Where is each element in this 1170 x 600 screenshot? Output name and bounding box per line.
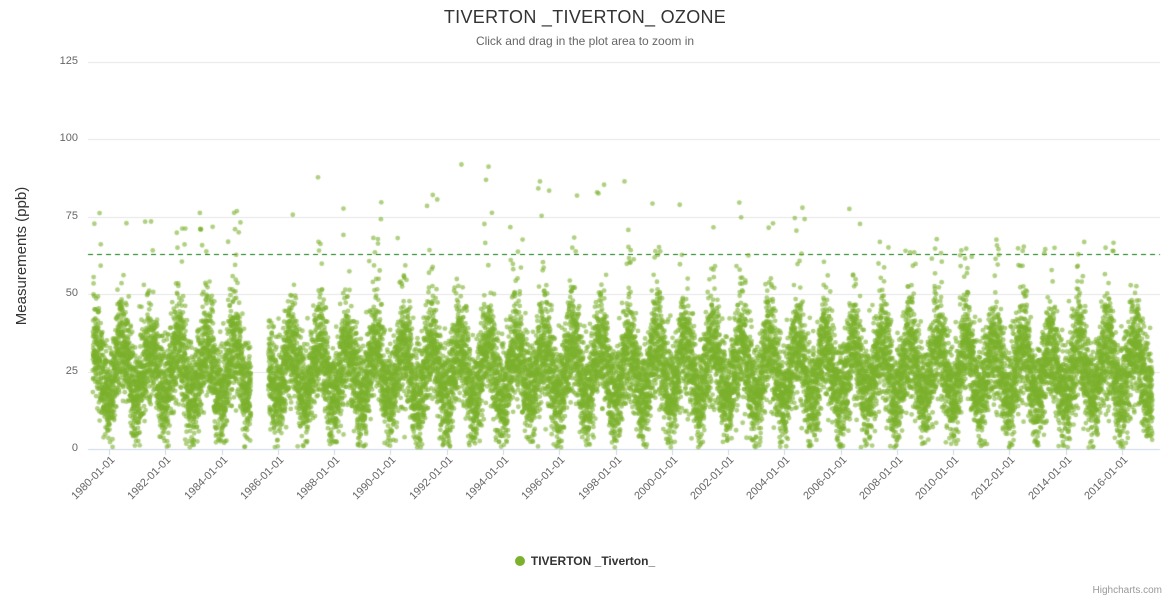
- chart-subtitle: Click and drag in the plot area to zoom …: [475, 34, 695, 48]
- highcharts-credits[interactable]: Highcharts.com: [1092, 585, 1162, 596]
- y-tick-label: 75: [65, 209, 78, 222]
- y-tick-label: 50: [65, 287, 78, 300]
- y-axis-title: Measurements (ppb): [13, 186, 30, 326]
- legend-item[interactable]: TIVERTON _Tiverton_: [0, 554, 1170, 568]
- legend-marker-icon: [514, 556, 525, 566]
- y-tick-label: 0: [71, 442, 78, 454]
- legend-label: TIVERTON _Tiverton_: [530, 554, 656, 568]
- y-tick-label: 125: [59, 55, 78, 67]
- y-tick-label: 100: [59, 132, 78, 145]
- chart-title: TIVERTON _TIVERTON_ OZONE: [443, 7, 727, 27]
- y-tick-label: 25: [65, 364, 78, 377]
